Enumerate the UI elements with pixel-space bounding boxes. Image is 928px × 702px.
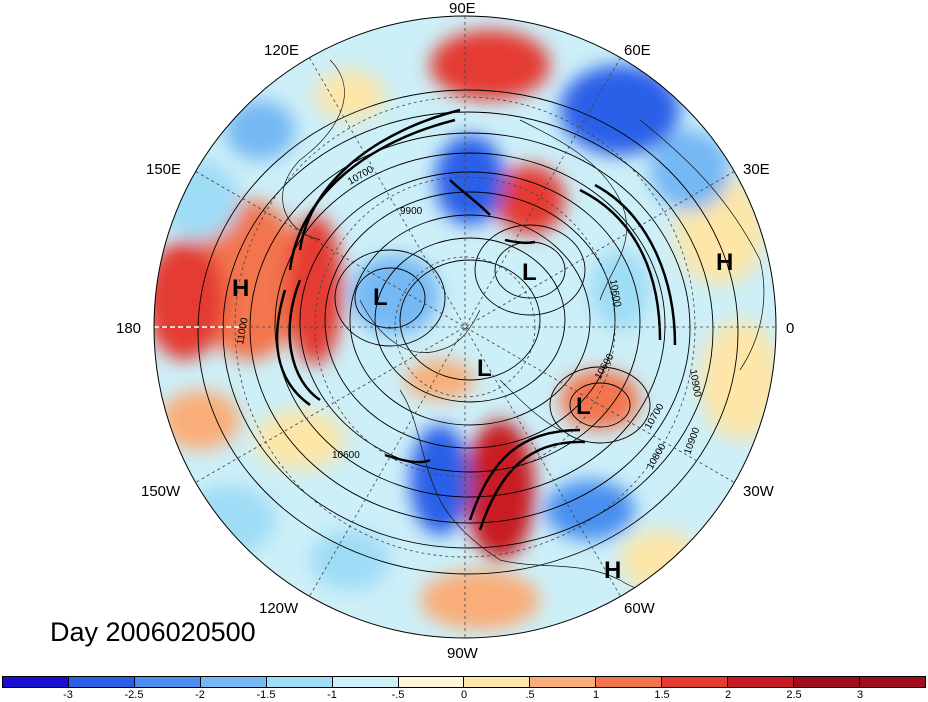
low-center-west: L xyxy=(373,284,388,311)
lon-label-90w: 90W xyxy=(447,645,479,662)
lon-label-120w: 120W xyxy=(259,600,299,617)
height-contours xyxy=(197,89,739,575)
map-border xyxy=(153,15,777,639)
colorbar-cell xyxy=(398,677,465,687)
colorbar-cell xyxy=(530,677,597,687)
contour-label: 10600 xyxy=(332,450,360,461)
high-center-bottom: H xyxy=(604,557,621,584)
pressure-centers: H H H L L L L xyxy=(232,249,733,584)
jet-contours xyxy=(275,108,677,531)
contour-label: 9900 xyxy=(400,206,423,217)
colorbar-tick-label: .5 xyxy=(525,689,535,701)
graticule xyxy=(154,16,776,638)
colorbar-cell xyxy=(794,677,860,687)
colorbar-tick-label: 1.5 xyxy=(654,689,670,701)
colorbar-cell xyxy=(728,677,795,687)
lon-label-180: 180 xyxy=(116,320,141,337)
colorbar-tick-label: -3 xyxy=(63,689,73,701)
low-center-atlantic: L xyxy=(576,393,591,420)
lon-label-60e: 60E xyxy=(624,42,651,59)
colorbar-cell xyxy=(464,677,531,687)
contour-label: 10900 xyxy=(687,369,703,399)
lon-label-120e: 120E xyxy=(264,42,299,59)
low-center-north: L xyxy=(522,259,537,286)
colorbar xyxy=(2,676,926,688)
lon-label-0: 0 xyxy=(786,320,794,337)
colorbar-cell xyxy=(134,677,201,687)
lon-label-30e: 30E xyxy=(743,161,770,178)
contour-label: 10600 xyxy=(607,279,623,309)
colorbar-cell xyxy=(200,677,267,687)
colorbar-tick-label: 3 xyxy=(856,689,864,701)
lon-label-60w: 60W xyxy=(624,600,656,617)
colorbar-cell xyxy=(332,677,399,687)
colorbar-cell xyxy=(596,677,663,687)
contour-label: 11000 xyxy=(235,317,251,346)
lon-label-30w: 30W xyxy=(743,483,775,500)
colorbar-tick-label: -1 xyxy=(327,689,337,701)
plot-title: Day 2006020500 xyxy=(50,617,256,647)
colorbar-tick-label: 2.5 xyxy=(786,689,802,701)
lon-label-90e: 90E xyxy=(449,0,476,17)
colorbar-cell xyxy=(266,677,333,687)
colorbar-tick-label: 0 xyxy=(460,689,468,701)
colorbar-cell xyxy=(3,677,69,687)
colorbar-cell xyxy=(662,677,729,687)
colorbar-tick-label: -1.5 xyxy=(256,689,276,701)
longitude-labels: 90E 120E 60E 150E 30E 180 0 150W 30W 120… xyxy=(116,0,794,662)
high-center-right: H xyxy=(716,249,733,276)
colorbar-tick-label: -.5 xyxy=(391,689,405,701)
colorbar-cell xyxy=(68,677,135,687)
colorbar-tick-label: 2 xyxy=(724,689,732,701)
lon-label-150e: 150E xyxy=(146,161,181,178)
low-center-pole: L xyxy=(477,355,492,382)
high-center-left: H xyxy=(232,275,249,302)
lon-label-150w: 150W xyxy=(141,483,181,500)
colorbar-tick-label: 1 xyxy=(592,689,600,701)
colorbar-tick-label: -2.5 xyxy=(124,689,144,701)
colorbar-cell xyxy=(859,677,925,687)
colorbar-tick-label: -2 xyxy=(195,689,205,701)
